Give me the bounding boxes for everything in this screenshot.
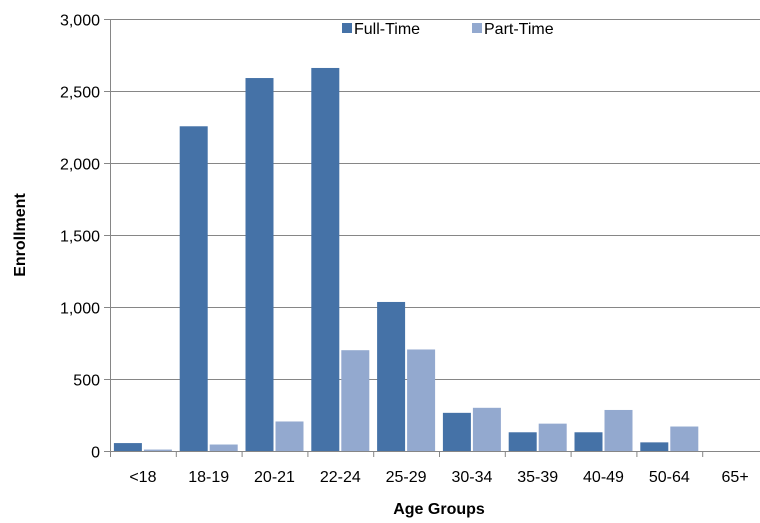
y-axis-title: Enrollment: [12, 193, 29, 277]
legend-label-full-time: Full-Time: [354, 21, 420, 38]
bar-part-time-3: [341, 350, 370, 451]
bar-part-time-7: [604, 409, 633, 451]
y-tick-label: 2,500: [60, 85, 100, 102]
bars: [113, 67, 699, 452]
gridlines: [110, 19, 760, 380]
bar-full-time-6: [508, 432, 537, 451]
x-tick-label: 18-19: [188, 469, 229, 486]
y-tick-label: 1,500: [60, 229, 100, 246]
y-tick-label: 1,000: [60, 301, 100, 318]
legend-label-part-time: Part-Time: [484, 21, 554, 38]
x-tick-label: 50-64: [649, 469, 690, 486]
bar-full-time-0: [113, 443, 142, 451]
x-tick-label: 25-29: [386, 469, 427, 486]
legend-swatch-part-time: [472, 23, 482, 33]
x-tick-label: 35-39: [517, 469, 558, 486]
x-axis-title: Age Groups: [393, 501, 485, 518]
bar-full-time-3: [311, 67, 340, 452]
bar-part-time-8: [670, 426, 699, 451]
x-tick-label: 20-21: [254, 469, 295, 486]
bar-full-time-4: [377, 301, 406, 451]
x-tick-label: 22-24: [320, 469, 361, 486]
y-tick-label: 0: [91, 445, 100, 462]
bar-part-time-5: [472, 407, 501, 451]
x-axis-ticks: <18 18-19 20-21 22-24 25-29 30-34 35-39 40-49 50…: [110, 451, 749, 486]
bar-part-time-6: [538, 423, 567, 451]
bar-full-time-1: [179, 126, 208, 451]
y-tick-label: 3,000: [60, 13, 100, 30]
y-tick-label: 500: [73, 373, 100, 390]
bar-part-time-1: [209, 444, 238, 451]
x-tick-label: 40-49: [583, 469, 624, 486]
y-tick-label: 2,000: [60, 157, 100, 174]
bar-full-time-7: [574, 432, 603, 451]
x-tick-label: <18: [129, 469, 156, 486]
legend: Full-Time Part-Time: [342, 21, 554, 38]
bar-part-time-4: [407, 349, 436, 451]
bar-full-time-2: [245, 78, 274, 451]
bar-full-time-5: [442, 412, 471, 451]
y-axis-ticks: 0 500 1,000 1,500 2,000 2,500 3,000: [60, 13, 110, 462]
x-tick-label: 65+: [722, 469, 749, 486]
legend-swatch-full-time: [342, 23, 352, 33]
bar-part-time-2: [275, 421, 304, 451]
bar-full-time-8: [640, 442, 669, 451]
x-tick-label: 30-34: [451, 469, 492, 486]
bar-part-time-0: [143, 449, 172, 451]
